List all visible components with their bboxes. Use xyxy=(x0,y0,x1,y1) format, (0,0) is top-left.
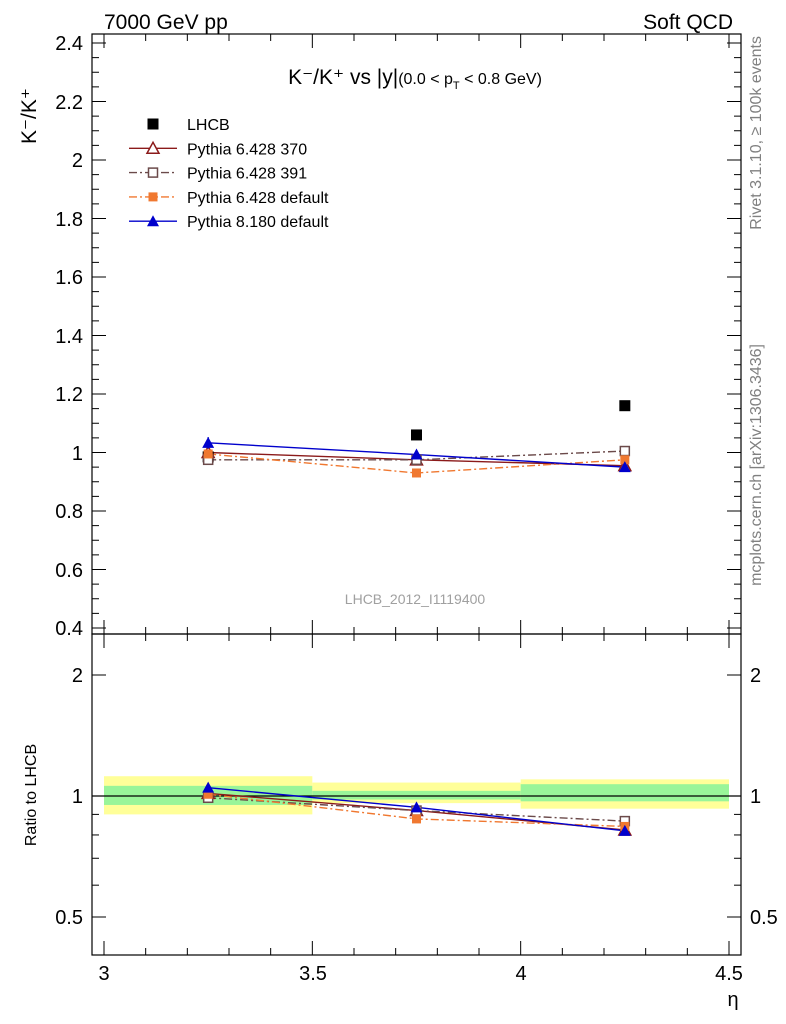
rivet-label: Rivet 3.1.10, ≥ 100k events xyxy=(748,36,765,230)
y-tick-label: 1.4 xyxy=(55,326,83,348)
ratio-band-inner xyxy=(312,790,521,800)
data-point xyxy=(411,429,422,441)
x-tick-label: 3 xyxy=(98,963,109,985)
legend-label: Pythia 6.428 370 xyxy=(187,141,307,158)
y-tick-label: 2 xyxy=(72,150,83,172)
data-point xyxy=(620,455,630,465)
ratio-panel-frame xyxy=(91,633,742,956)
data-point xyxy=(412,468,421,478)
ratio-point xyxy=(410,801,423,813)
mcplots-label: mcplots.cern.ch [arXiv:1306.3436] xyxy=(748,344,765,586)
chart-title-sub: (0.0 < p xyxy=(398,71,453,88)
data-point xyxy=(203,449,213,459)
ratio-point xyxy=(618,824,631,836)
legend-marker xyxy=(147,118,159,130)
ratio-y-tick-label: 1 xyxy=(72,786,83,808)
y-tick-label: 1.2 xyxy=(55,384,83,406)
x-axis-title: η xyxy=(727,989,738,1011)
legend-label: Pythia 6.428 default xyxy=(187,190,329,207)
legend-marker xyxy=(148,192,158,202)
data-point xyxy=(410,448,423,460)
chart-title: K⁻/K⁺ vs |y|(0.0 < pT < 0.8 GeV) xyxy=(288,66,542,92)
ratio-y-tick-label-right: 0.5 xyxy=(750,907,778,929)
ratio-y-tick-label-right: 2 xyxy=(750,665,761,687)
ratio-y-axis-title: Ratio to LHCB xyxy=(23,744,40,846)
y-tick-label: 2.2 xyxy=(55,92,83,114)
legend-label: LHCB xyxy=(187,117,230,134)
header-left: 7000 GeV pp xyxy=(104,11,228,34)
ratio-point xyxy=(412,814,421,824)
y-tick-labels: 0.4 0.6 0.8 1 1.2 1.4 1.6 1.8 2 2.2 2.4 xyxy=(55,33,83,640)
x-tick-label: 4 xyxy=(515,963,526,985)
x-tick-labels: 3 3.5 4 4.5 xyxy=(98,963,742,985)
legend-marker xyxy=(147,167,159,178)
y-tick-label: 1 xyxy=(72,443,83,465)
ratio-bands xyxy=(92,776,741,815)
chart-title-main: K⁻/K⁺ vs |y| xyxy=(288,66,398,89)
legend-label: Pythia 6.428 391 xyxy=(187,166,307,183)
x-tick-label: 3.5 xyxy=(299,963,327,985)
ratio-y-tick-label-right: 1 xyxy=(750,786,761,808)
analysis-watermark: LHCB_2012_I1119400 xyxy=(345,591,486,607)
chart-title-sub-T: T xyxy=(453,80,460,92)
ratio-point xyxy=(203,789,213,799)
data-point xyxy=(618,461,631,473)
header-right: Soft QCD xyxy=(643,11,733,34)
x-tick-label: 4.5 xyxy=(715,963,743,985)
data-point xyxy=(619,445,631,457)
y-tick-label: 0.4 xyxy=(55,618,83,640)
ratio-band-inner xyxy=(520,784,729,802)
chart-title-sub-end: < 0.8 GeV) xyxy=(460,71,542,88)
y-tick-label: 1.8 xyxy=(55,209,83,231)
svg-text:K⁻/K⁺ vs |y|(0.0 < pT < 0.8 Ge: K⁻/K⁺ vs |y|(0.0 < pT < 0.8 GeV) xyxy=(288,66,542,92)
legend-label: Pythia 8.180 default xyxy=(187,214,329,231)
ratio-y-tick-label: 2 xyxy=(72,665,83,687)
y-tick-label: 0.8 xyxy=(55,501,83,523)
y-axis-title: K⁻/K⁺ xyxy=(18,88,41,144)
axis-ticks xyxy=(92,34,741,955)
y-tick-label: 1.6 xyxy=(55,267,83,289)
data-point xyxy=(619,400,631,412)
ratio-y-tick-labels: 0.5 1 2 0.5 1 2 xyxy=(55,665,778,929)
ratio-y-tick-label: 0.5 xyxy=(55,907,83,929)
legend: LHCB Pythia 6.428 370 Pythia 6.428 391 Pyth… xyxy=(129,117,329,231)
y-tick-label: 0.6 xyxy=(55,560,83,582)
ratio-point xyxy=(202,781,215,793)
data-marks xyxy=(200,400,633,836)
legend-marker xyxy=(145,140,161,155)
y-tick-label: 2.4 xyxy=(55,33,83,55)
legend-marker xyxy=(147,215,159,227)
data-point xyxy=(202,436,215,448)
